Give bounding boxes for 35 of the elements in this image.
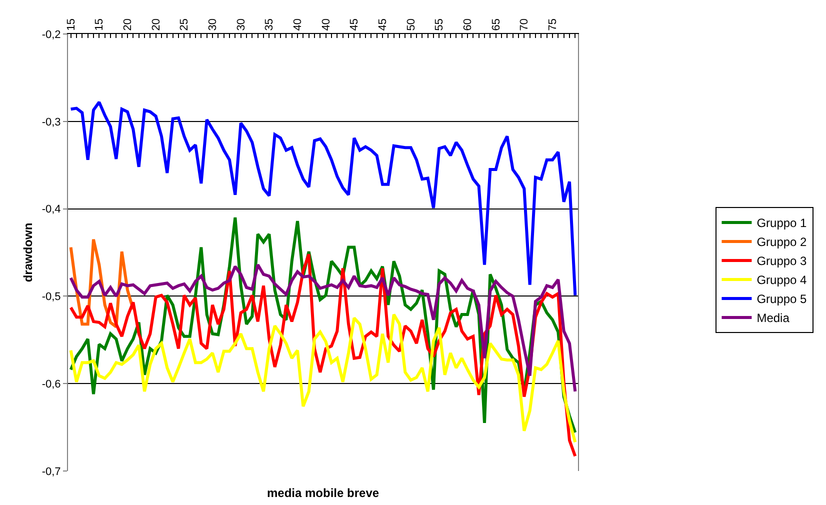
x-tick-label: 30: [235, 18, 248, 31]
x-tick-label: 15: [94, 18, 106, 31]
y-tick-label: -0,5: [42, 291, 61, 304]
x-tick-label: 40: [292, 18, 304, 31]
line-series: [69, 100, 577, 297]
x-tick-label: 60: [462, 18, 474, 31]
legend-label: Gruppo 1: [756, 216, 808, 230]
y-tick-label: -0,4: [42, 204, 61, 216]
x-tick-label: 35: [264, 18, 276, 31]
y-tick-label: -0,3: [42, 116, 61, 128]
x-tick-label: 65: [490, 18, 502, 31]
x-tick-label: 75: [547, 18, 560, 31]
line-series: [69, 313, 577, 444]
x-tick-label: 30: [207, 18, 220, 31]
x-tick-label: 15: [65, 18, 78, 31]
legend-label: Gruppo 4: [756, 273, 808, 288]
x-tick-label: 45: [377, 18, 390, 31]
x-tick-label: 20: [122, 18, 134, 31]
y-tick-label: -0,2: [42, 28, 61, 41]
legend-label: Gruppo 3: [756, 254, 808, 268]
line-series: [69, 263, 577, 393]
y-axis-title: drawdown: [21, 222, 36, 282]
x-tick-label: 25: [178, 18, 191, 31]
x-tick-label: 55: [434, 18, 446, 31]
x-tick-label: 20: [150, 18, 162, 31]
y-tick-label: -0,7: [42, 466, 61, 478]
legend-label: Gruppo 2: [756, 235, 808, 250]
x-tick-label: 50: [405, 18, 418, 31]
legend-label: Media: [756, 311, 790, 326]
x-axis-title: media mobile breve: [267, 486, 380, 500]
x-tick-label: 70: [518, 18, 531, 31]
y-tick-label: -0,6: [42, 378, 61, 390]
x-tick-label: 45: [348, 18, 361, 31]
x-tick-label: 40: [320, 18, 332, 31]
legend-label: Gruppo 5: [756, 292, 808, 306]
